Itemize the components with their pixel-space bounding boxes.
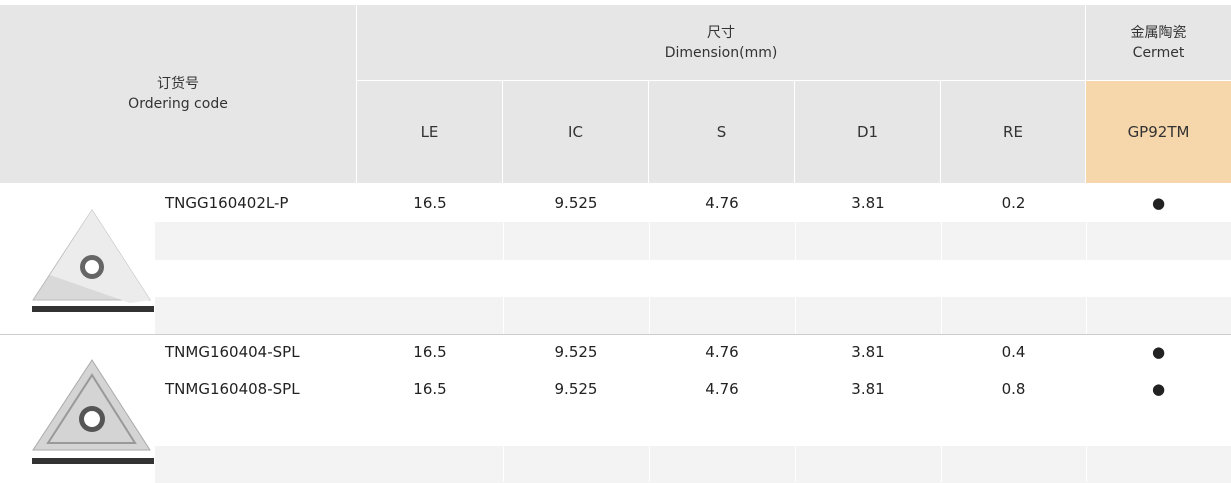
dimension-value: 0.4 — [1001, 343, 1026, 361]
stock-mark: ● — [1151, 194, 1166, 212]
dimension-value: 3.81 — [851, 194, 885, 212]
dimension-value: 9.525 — [554, 380, 598, 399]
header-zh: 尺寸 — [707, 24, 735, 41]
column-header: S — [649, 81, 794, 183]
dimension-header: 尺寸 Dimension(mm) — [357, 5, 1085, 80]
grade-header: GP92TM — [1086, 81, 1231, 183]
ordering-code-header: 订货号 Ordering code — [0, 5, 356, 183]
column-header: D1 — [795, 81, 940, 183]
column-divider — [649, 185, 650, 482]
group-divider — [0, 334, 1231, 335]
dimension-value: 9.525 — [554, 194, 598, 212]
column-divider — [795, 185, 796, 482]
column-header: LE — [357, 81, 502, 183]
row-stripe — [155, 296, 1231, 335]
header-en: Cermet — [1132, 44, 1185, 61]
header-zh: 订货号 — [157, 76, 199, 92]
column-divider — [503, 185, 504, 482]
column-divider — [941, 185, 942, 482]
header-en: Dimension(mm) — [664, 44, 778, 61]
dimension-value: 4.76 — [705, 343, 739, 361]
dimension-value: 0.2 — [1001, 194, 1026, 212]
dimension-value: 4.76 — [705, 380, 739, 399]
stock-mark: ● — [1151, 343, 1166, 361]
row-stripe — [155, 222, 1231, 260]
cermet-header: 金属陶瓷 Cermet — [1086, 5, 1231, 80]
ordering-code: TNMG160408-SPL — [165, 380, 300, 399]
dimension-value: 16.5 — [413, 380, 447, 399]
dimension-value: 16.5 — [413, 343, 447, 361]
insert-image — [32, 359, 154, 464]
ordering-code: TNGG160402L-P — [165, 194, 289, 212]
dimension-value: 9.525 — [554, 343, 598, 361]
dimension-value: 4.76 — [705, 194, 739, 212]
dimension-value: 0.8 — [1001, 380, 1026, 399]
header-en: Ordering code — [128, 96, 228, 112]
row-stripe — [155, 445, 1231, 483]
dimension-value: 3.81 — [851, 343, 885, 361]
dimension-value: 3.81 — [851, 380, 885, 399]
dimension-value: 16.5 — [413, 194, 447, 212]
insert-image — [32, 209, 154, 312]
ordering-code: TNMG160404-SPL — [165, 343, 300, 361]
stock-mark: ● — [1151, 380, 1166, 399]
column-header: RE — [941, 81, 1085, 183]
header-zh: 金属陶瓷 — [1130, 24, 1187, 41]
column-divider — [1086, 185, 1087, 482]
column-header: IC — [503, 81, 648, 183]
